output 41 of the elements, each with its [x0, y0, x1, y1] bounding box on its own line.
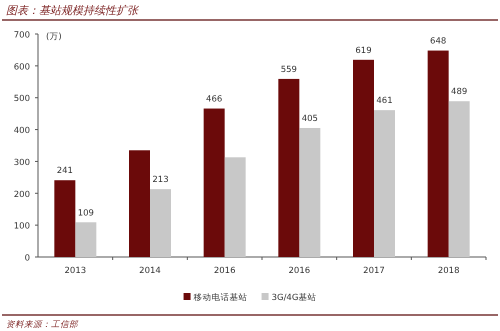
bar [224, 157, 246, 257]
y-tick-label: 200 [14, 190, 30, 200]
data-label: 466 [206, 94, 222, 105]
bar [278, 78, 300, 257]
x-tick-label: 2018 [438, 266, 460, 276]
y-tick-label: 600 [14, 62, 30, 72]
data-label: 241 [56, 166, 73, 176]
x-tick-label: 2016 [214, 266, 236, 276]
data-label: 405 [302, 114, 318, 124]
data-label: 213 [152, 175, 169, 186]
bar [129, 150, 150, 257]
bar [353, 60, 374, 257]
x-tick-label: 2014 [139, 266, 161, 276]
data-label: 489 [451, 87, 468, 98]
y-tick-label: 400 [14, 126, 30, 136]
legend-label: 3G/4G基站 [272, 292, 316, 303]
bar [150, 189, 171, 257]
data-label: 559 [280, 64, 297, 75]
y-axis-title: (万) [46, 32, 62, 42]
legend-label: 移动电话基站 [194, 292, 248, 303]
y-tick-label: 700 [14, 30, 30, 40]
y-tick-label: 0 [24, 254, 30, 264]
y-tick-label: 500 [14, 94, 30, 104]
bar [299, 128, 320, 257]
data-label: 648 [430, 36, 446, 47]
x-tick-label: 2013 [64, 266, 86, 276]
bar [448, 101, 470, 257]
data-label: 619 [355, 46, 372, 56]
data-label: 461 [376, 96, 393, 106]
x-tick-label: 2017 [363, 266, 385, 276]
bar [374, 110, 395, 257]
x-tick-label: 2016 [288, 266, 310, 276]
bar [75, 222, 96, 257]
bar [54, 180, 76, 257]
y-tick-label: 100 [14, 222, 30, 232]
y-tick-label: 300 [14, 158, 30, 168]
text: 资料来源：工信部 [6, 319, 79, 330]
chart-title: 图表：基站规模持续性扩张 [6, 4, 139, 17]
data-label: 109 [78, 208, 94, 218]
bar [428, 50, 449, 257]
bar [204, 108, 225, 257]
